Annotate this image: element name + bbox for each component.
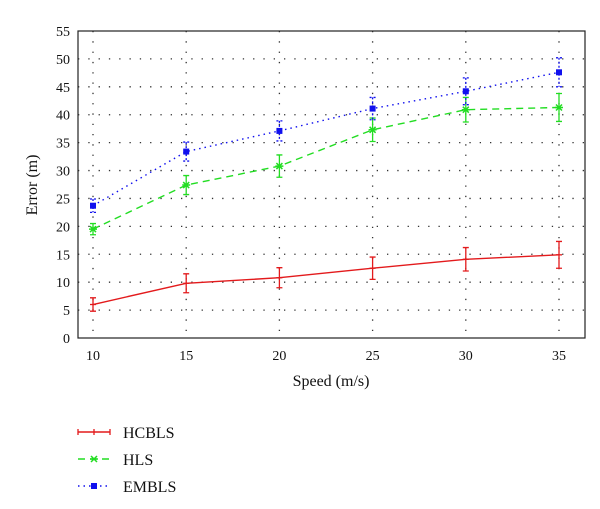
data-point-marker — [556, 69, 562, 76]
grid — [78, 31, 585, 338]
data-point-marker — [91, 483, 97, 489]
series-line — [92, 254, 560, 306]
data-point-marker — [555, 103, 563, 112]
data-point-marker — [90, 455, 98, 463]
series-hls — [89, 92, 563, 236]
x-tick-label: 20 — [272, 349, 286, 364]
series-layer — [89, 57, 563, 312]
data-point-marker — [276, 127, 283, 134]
legend-item-embls: EMBLS — [78, 479, 176, 496]
legend-label: HLS — [123, 452, 153, 469]
axis-ticks: 10 15 20 25 30 35 0 5 10 15 20 25 30 35 40 45 50 55 — [56, 25, 566, 364]
data-point-marker — [461, 106, 470, 114]
data-point-marker — [369, 105, 376, 112]
legend-label: EMBLS — [123, 479, 176, 496]
series-line — [92, 71, 560, 207]
y-tick-label: 50 — [56, 53, 70, 68]
x-tick-label: 15 — [179, 349, 193, 364]
y-tick-label: 5 — [63, 304, 70, 319]
data-point-marker — [275, 162, 284, 170]
data-point-marker — [368, 126, 377, 134]
legend: HCBLS HLS EMBLS — [77, 425, 176, 496]
x-axis-label: Speed (m/s) — [293, 373, 370, 390]
y-tick-label: 35 — [56, 137, 70, 152]
data-point-marker — [182, 181, 191, 189]
y-tick-label: 40 — [56, 109, 70, 124]
x-tick-label: 35 — [552, 349, 566, 364]
y-tick-label: 0 — [63, 332, 70, 347]
legend-item-hls: HLS — [78, 452, 153, 469]
x-tick-label: 25 — [366, 349, 380, 364]
x-tick-label: 10 — [86, 349, 100, 364]
y-tick-label: 45 — [56, 81, 70, 96]
x-tick-label: 30 — [459, 349, 473, 364]
series-hcbls — [90, 240, 562, 312]
y-tick-label: 30 — [56, 165, 70, 180]
legend-item-hcbls: HCBLS — [77, 425, 175, 442]
plot-frame — [77, 30, 586, 339]
error-bar — [276, 120, 283, 142]
y-tick-label: 15 — [56, 248, 70, 263]
y-tick-label: 25 — [56, 192, 70, 207]
legend-label: HCBLS — [123, 425, 175, 442]
data-point-marker — [90, 202, 96, 209]
series-line — [92, 106, 560, 230]
y-axis-label: Error (m) — [24, 155, 41, 216]
y-tick-label: 55 — [56, 25, 70, 40]
data-point-marker — [183, 148, 190, 155]
series-embls — [90, 57, 562, 214]
legend-marker — [77, 429, 111, 435]
error-bar — [90, 198, 96, 214]
data-point-marker — [462, 88, 469, 95]
y-tick-label: 20 — [56, 220, 70, 235]
error-bar — [369, 96, 376, 121]
error-bar — [556, 57, 562, 88]
y-tick-label: 10 — [56, 276, 70, 291]
data-point-marker — [89, 225, 97, 233]
